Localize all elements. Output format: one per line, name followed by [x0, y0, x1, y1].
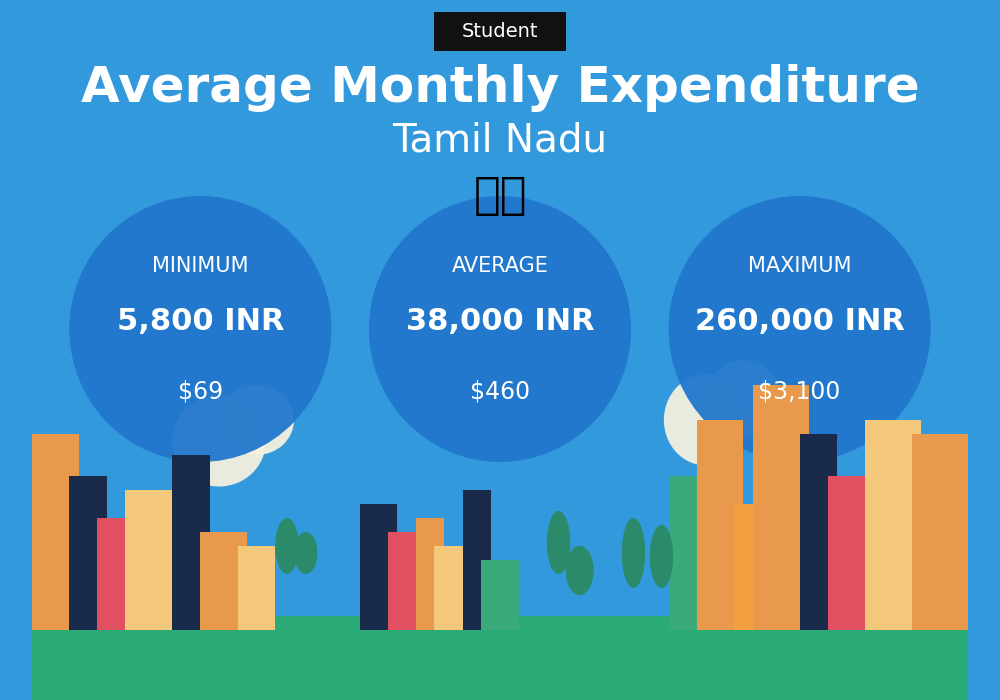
Text: 5,800 INR: 5,800 INR	[117, 307, 284, 337]
Text: $3,100: $3,100	[758, 380, 841, 404]
FancyBboxPatch shape	[434, 12, 566, 51]
Bar	[828, 476, 875, 630]
Text: Tamil Nadu: Tamil Nadu	[392, 121, 608, 159]
Ellipse shape	[566, 546, 594, 595]
Bar	[912, 434, 968, 630]
Bar	[800, 434, 837, 630]
Bar	[238, 546, 275, 630]
Ellipse shape	[275, 518, 299, 574]
Ellipse shape	[369, 196, 631, 462]
Bar	[360, 504, 397, 630]
Ellipse shape	[69, 196, 331, 462]
Bar	[669, 476, 706, 630]
Bar	[481, 560, 519, 630]
Ellipse shape	[219, 385, 294, 455]
Ellipse shape	[669, 196, 931, 462]
Ellipse shape	[622, 518, 645, 588]
Text: AVERAGE: AVERAGE	[452, 256, 548, 276]
Ellipse shape	[547, 511, 570, 574]
Text: MAXIMUM: MAXIMUM	[748, 256, 851, 276]
Bar	[32, 616, 968, 700]
Bar	[416, 518, 444, 630]
Text: $460: $460	[470, 380, 530, 404]
Text: Student: Student	[462, 22, 538, 41]
Bar	[97, 518, 144, 630]
Bar	[463, 490, 491, 630]
Text: 🇮🇳: 🇮🇳	[473, 174, 527, 218]
Ellipse shape	[294, 532, 317, 574]
Bar	[32, 434, 79, 630]
Text: Average Monthly Expenditure: Average Monthly Expenditure	[81, 64, 919, 111]
Ellipse shape	[706, 360, 781, 438]
Text: 38,000 INR: 38,000 INR	[406, 307, 594, 337]
Bar	[200, 532, 247, 630]
Ellipse shape	[650, 525, 673, 588]
Bar	[865, 420, 921, 630]
Text: MINIMUM: MINIMUM	[152, 256, 249, 276]
Text: 260,000 INR: 260,000 INR	[695, 307, 905, 337]
Bar	[69, 476, 107, 630]
Bar	[697, 420, 743, 630]
Bar	[125, 490, 182, 630]
Bar	[434, 546, 472, 630]
Bar	[753, 385, 809, 630]
Bar	[388, 532, 425, 630]
Ellipse shape	[172, 395, 266, 486]
Bar	[172, 455, 210, 630]
Text: $69: $69	[178, 380, 223, 404]
Bar	[734, 504, 762, 630]
Ellipse shape	[664, 374, 748, 466]
